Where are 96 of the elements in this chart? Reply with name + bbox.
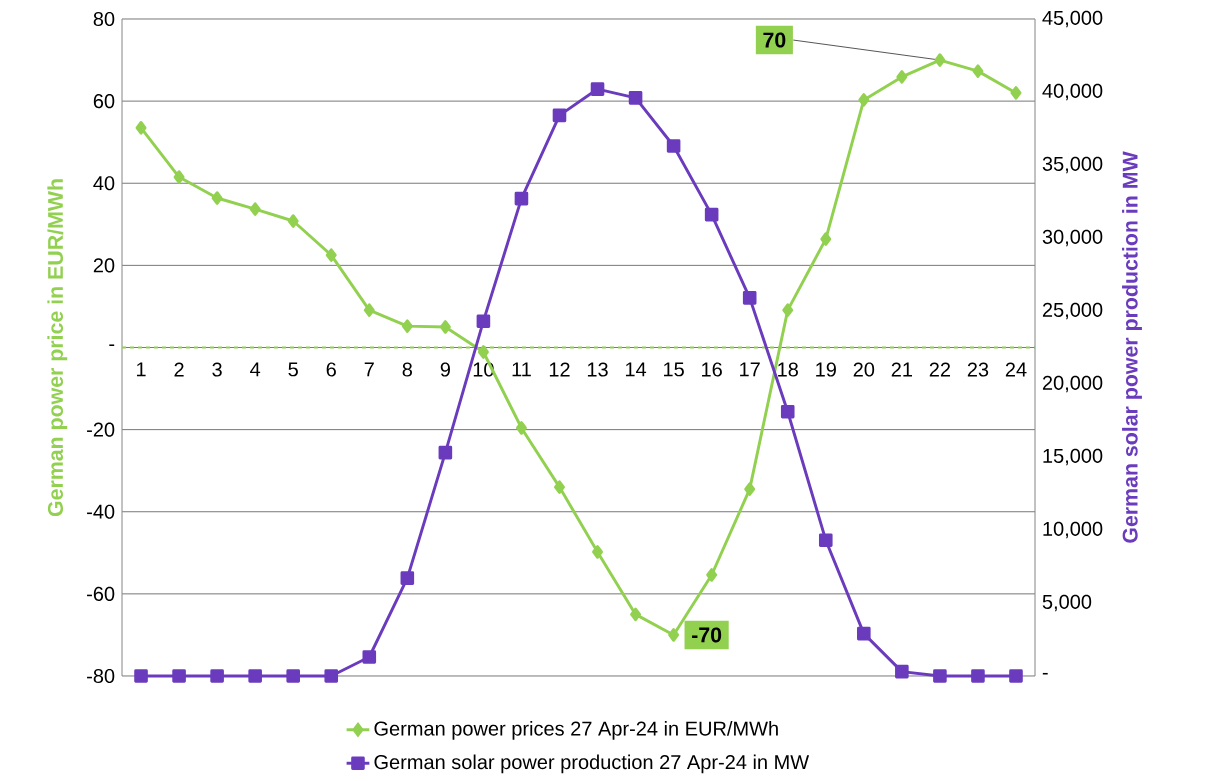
x-tick-label: 4 (250, 362, 261, 377)
x-tick-label: 1 (137, 362, 146, 377)
point (1009, 669, 1023, 683)
y2-tick-label: 40,000 (1042, 83, 1103, 101)
point (173, 170, 185, 184)
y2-tick-label: - (1042, 672, 1048, 675)
point (782, 303, 794, 317)
annotation: -70 (692, 627, 722, 643)
y2-tick-label: 30,000 (1042, 229, 1103, 247)
point (400, 571, 415, 585)
x-tick-label: 20 (853, 362, 875, 377)
point (363, 303, 375, 317)
point (172, 669, 186, 683)
point (211, 191, 223, 205)
y2-tick-label: 35,000 (1042, 156, 1103, 174)
point (287, 214, 299, 228)
point (972, 64, 984, 78)
point (401, 319, 413, 333)
x-tick-label: 18 (778, 362, 798, 377)
y2-axis-title: German solar power production in MW (1122, 151, 1142, 543)
y2-tick-label: 25,000 (1042, 302, 1103, 320)
x-tick-label: 14 (625, 362, 647, 377)
x-tick-label: 7 (364, 362, 374, 377)
point (248, 669, 262, 683)
point (476, 314, 491, 329)
x-tick-label: 12 (549, 362, 570, 377)
point (554, 480, 565, 494)
legend-label: German solar power production 27 Apr-24 in MW (374, 754, 810, 774)
point (742, 291, 757, 305)
y2-tick-label: 20,000 (1042, 375, 1103, 393)
y-tick-label: 40 (93, 176, 115, 191)
point (325, 248, 337, 262)
point (818, 533, 833, 548)
x-tick-label: 22 (929, 362, 951, 377)
point (1010, 86, 1022, 100)
point (362, 650, 377, 664)
x-tick-label: 16 (702, 362, 722, 377)
y-axis-title: German power price in EUR/MWh (47, 179, 68, 517)
annotation: 70 (763, 32, 786, 48)
y-tick-label: -40 (87, 504, 115, 519)
y-tick-label: -20 (87, 422, 115, 437)
point (135, 121, 147, 135)
point (895, 664, 909, 679)
y-tick-label: -60 (87, 586, 115, 601)
point (780, 404, 795, 419)
point (666, 139, 681, 153)
point (438, 445, 453, 460)
point (134, 669, 148, 683)
x-tick-label: 6 (326, 362, 336, 377)
point (628, 91, 643, 105)
x-tick-label: 15 (664, 362, 684, 377)
point (324, 669, 339, 683)
x-tick-label: 9 (440, 362, 450, 377)
legend-label: German power prices 27 Apr-24 in EUR/MWh (374, 721, 778, 740)
x-tick-label: 21 (891, 362, 912, 377)
x-tick-label: 3 (212, 362, 222, 377)
point (933, 669, 947, 683)
y2-tick-label: 45,000 (1042, 10, 1103, 28)
x-tick-label: 23 (967, 362, 989, 377)
point (477, 345, 489, 359)
y2-tick-label: 5,000 (1042, 594, 1092, 612)
y2-tick-label: 10,000 (1043, 521, 1103, 539)
point (668, 628, 680, 642)
y2-tick-label: 15,000 (1043, 448, 1103, 466)
y-tick-label: 80 (93, 11, 115, 27)
x-tick-label: 8 (402, 362, 413, 377)
point (858, 93, 870, 107)
x-tick-label: 2 (174, 362, 184, 377)
x-tick-label: 13 (587, 362, 608, 377)
x-tick-label: 19 (816, 362, 836, 377)
y-tick-label: 60 (93, 94, 115, 109)
point (706, 568, 718, 582)
point (820, 232, 832, 246)
point (590, 82, 605, 96)
x-tick-label: 5 (288, 362, 298, 377)
y-tick-label: 20 (93, 258, 115, 273)
point (857, 626, 871, 641)
point (630, 607, 642, 622)
point (704, 207, 719, 222)
x-tick-label: 24 (1005, 362, 1027, 377)
y-tick-label: - (109, 344, 115, 346)
point (249, 202, 261, 216)
point (514, 191, 529, 206)
point (286, 669, 300, 683)
point (515, 421, 527, 435)
point (934, 53, 946, 67)
point (971, 669, 985, 683)
point (439, 320, 451, 334)
x-tick-label: 11 (512, 362, 531, 377)
point (210, 669, 224, 683)
point (744, 482, 756, 496)
point (592, 545, 603, 559)
y-tick-label: -80 (87, 668, 115, 684)
x-tick-label: 17 (740, 362, 760, 377)
point (896, 70, 908, 84)
point (552, 108, 567, 123)
